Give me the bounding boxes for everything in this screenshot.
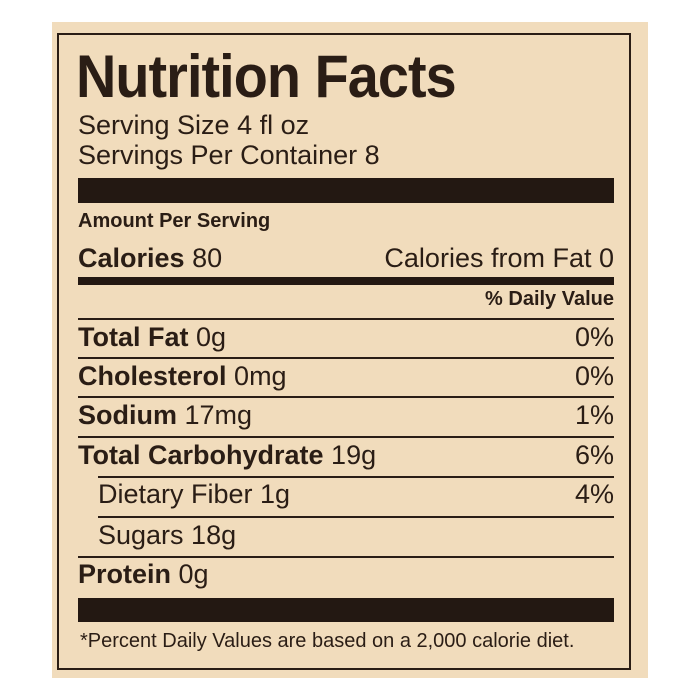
thick-divider: [78, 178, 614, 203]
divider: [98, 516, 614, 518]
calories-value: 80: [192, 243, 223, 273]
nutrient-row-sugars: Sugars 18g: [78, 520, 614, 551]
divider: [78, 357, 614, 359]
nutrient-amount: 0g: [196, 322, 227, 352]
divider: [78, 436, 614, 438]
servings-per-container: Servings Per Container 8: [78, 140, 614, 171]
nutrient-dv: 4%: [574, 479, 614, 509]
divider: [78, 556, 614, 558]
medium-divider: [78, 277, 614, 285]
calories-row: Calories 80 Calories from Fat 0: [78, 243, 614, 274]
nutrient-row-total-carbohydrate: Total Carbohydrate 19g 6%: [78, 440, 614, 471]
divider: [78, 396, 614, 398]
thick-divider: [78, 598, 614, 622]
nutrient-dv: 6%: [574, 440, 614, 470]
nutrient-amount: 0mg: [234, 361, 287, 391]
daily-value-header-text: % Daily Value: [485, 288, 614, 310]
calories-from-fat: Calories from Fat 0: [384, 243, 614, 273]
nutrient-amount: 0g: [178, 559, 209, 589]
nutrient-label: Cholesterol: [78, 361, 227, 391]
divider: [78, 318, 614, 320]
nutrient-row-sodium: Sodium 17mg 1%: [78, 400, 614, 431]
nutrient-amount: 17mg: [184, 400, 253, 430]
nutrient-dv: 1%: [574, 400, 614, 430]
nutrient-dv: 0%: [574, 361, 614, 391]
calories-label: Calories: [78, 243, 185, 273]
nutrient-label: Total Carbohydrate: [78, 440, 324, 470]
nutrient-label: Total Fat: [78, 322, 189, 352]
divider: [98, 476, 614, 478]
label-border: [57, 33, 631, 670]
nutrient-label: Sugars 18g: [98, 520, 237, 550]
nutrient-row-protein: Protein 0g: [78, 559, 614, 590]
label-background: [52, 22, 648, 678]
nutrient-label: Protein: [78, 559, 172, 589]
amount-per-serving: Amount Per Serving: [78, 210, 614, 233]
serving-size: Serving Size 4 fl oz: [78, 110, 614, 141]
daily-value-header: % Daily Value: [78, 288, 614, 311]
nutrient-label: Sodium: [78, 400, 177, 430]
nutrient-row-cholesterol: Cholesterol 0mg 0%: [78, 361, 614, 392]
amount-per-serving-text: Amount Per Serving: [78, 210, 271, 232]
nutrient-amount: 19g: [331, 440, 377, 470]
nutrient-row-dietary-fiber: Dietary Fiber 1g 4%: [78, 479, 614, 510]
label-title: Nutrition Facts: [76, 43, 457, 110]
serving-size-text: Serving Size 4 fl oz: [78, 110, 310, 140]
nutrient-label: Dietary Fiber 1g: [98, 479, 291, 509]
servings-per-container-text: Servings Per Container 8: [78, 140, 380, 170]
footnote: *Percent Daily Values are based on a 2,0…: [80, 630, 575, 652]
nutrient-row-total-fat: Total Fat 0g 0%: [78, 322, 614, 353]
nutrient-dv: 0%: [574, 322, 614, 352]
